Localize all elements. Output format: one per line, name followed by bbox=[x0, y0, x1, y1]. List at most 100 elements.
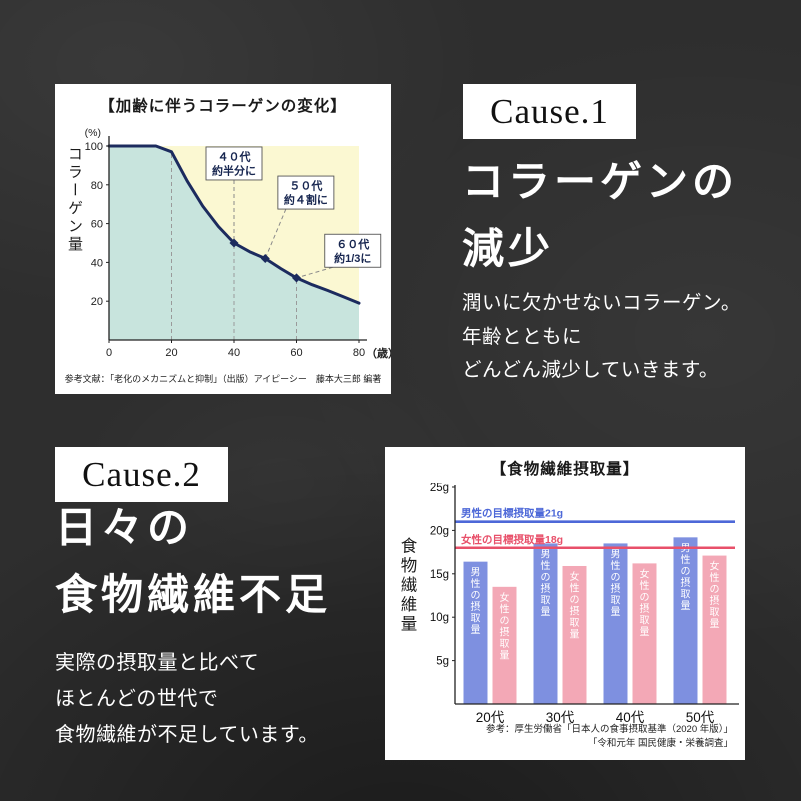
svg-text:性: 性 bbox=[541, 559, 551, 572]
svg-text:40: 40 bbox=[91, 257, 103, 269]
svg-text:取: 取 bbox=[681, 588, 691, 600]
fiber-bar-chart: 男性の摂取量女性の摂取量20代男性の摂取量女性の摂取量30代男性の摂取量女性の摂… bbox=[430, 483, 739, 725]
svg-text:の: の bbox=[611, 572, 621, 583]
svg-text:40代: 40代 bbox=[616, 710, 645, 725]
svg-text:約半分に: 約半分に bbox=[212, 163, 256, 177]
svg-text:20g: 20g bbox=[430, 525, 449, 537]
svg-text:性: 性 bbox=[640, 579, 650, 592]
svg-text:取: 取 bbox=[500, 638, 510, 650]
svg-text:取: 取 bbox=[640, 614, 650, 626]
fiber-chart-panel: 【食物繊維摂取量】 食物繊維量 男性の摂取量女性の摂取量 20代男性の摂取量女性の… bbox=[385, 447, 745, 760]
svg-text:60: 60 bbox=[290, 347, 302, 359]
svg-text:摂: 摂 bbox=[570, 604, 580, 617]
svg-text:量: 量 bbox=[640, 626, 650, 638]
svg-text:男: 男 bbox=[471, 567, 481, 579]
svg-text:80: 80 bbox=[353, 347, 365, 359]
svg-text:50代: 50代 bbox=[686, 710, 715, 725]
cause2-body-line3: 食物繊維が不足しています。 bbox=[55, 724, 319, 746]
svg-text:の: の bbox=[471, 591, 481, 602]
svg-text:取: 取 bbox=[541, 594, 551, 606]
cause1-body-line3: どんどん減少していきます。 bbox=[462, 360, 719, 382]
svg-text:６０代: ６０代 bbox=[336, 237, 369, 251]
svg-text:５０代: ５０代 bbox=[289, 179, 322, 193]
svg-text:25g: 25g bbox=[430, 483, 449, 494]
svg-text:男性の目標摂取量21g: 男性の目標摂取量21g bbox=[461, 507, 563, 520]
svg-text:性: 性 bbox=[570, 581, 580, 594]
svg-text:量: 量 bbox=[471, 624, 481, 636]
svg-text:約1/3に: 約1/3に bbox=[334, 251, 371, 265]
svg-text:量: 量 bbox=[541, 606, 551, 618]
cause2-badge: Cause.2 bbox=[55, 447, 228, 502]
cause2-heading-line1: 日々の bbox=[55, 506, 194, 552]
svg-text:10g: 10g bbox=[430, 612, 449, 624]
svg-text:取: 取 bbox=[570, 617, 580, 629]
svg-text:女: 女 bbox=[500, 591, 510, 604]
svg-text:の: の bbox=[710, 585, 720, 596]
svg-text:取: 取 bbox=[710, 607, 720, 619]
svg-text:(%): (%) bbox=[85, 127, 101, 139]
cause1-heading-line2: 減少 bbox=[462, 227, 555, 274]
svg-text:摂: 摂 bbox=[640, 602, 650, 615]
svg-text:量: 量 bbox=[710, 618, 720, 630]
svg-text:摂: 摂 bbox=[541, 582, 551, 595]
svg-text:60: 60 bbox=[91, 219, 103, 231]
svg-text:0: 0 bbox=[106, 347, 112, 359]
svg-text:の: の bbox=[640, 592, 650, 603]
svg-text:80: 80 bbox=[91, 180, 103, 192]
svg-text:性: 性 bbox=[681, 553, 691, 566]
svg-text:性: 性 bbox=[471, 577, 481, 590]
svg-text:摂: 摂 bbox=[681, 576, 691, 589]
svg-text:４０代: ４０代 bbox=[218, 149, 251, 163]
svg-text:5g: 5g bbox=[436, 656, 449, 668]
svg-text:100: 100 bbox=[85, 141, 103, 153]
svg-text:30代: 30代 bbox=[546, 710, 575, 725]
svg-text:量: 量 bbox=[570, 628, 580, 640]
svg-text:15g: 15g bbox=[430, 569, 449, 581]
cause1-description: 潤いに欠かせないコラーゲン。 年齢とともに どんどん減少していきます。 bbox=[462, 287, 741, 388]
fiber-footnote-line2: 「令和元年 国民健康・栄養調査」 bbox=[587, 738, 733, 750]
fiber-chart-title: 【食物繊維摂取量】 bbox=[490, 461, 640, 478]
cause1-body-line1: 潤いに欠かせないコラーゲン。 bbox=[462, 293, 741, 314]
fiber-y-axis-label: 食物繊維量 bbox=[398, 537, 416, 635]
collagen-chart-panel: 【加齢に伴うコラーゲンの変化】 コラーゲン量 20 40 60 80 100 0 20 40 6… bbox=[55, 84, 391, 394]
svg-text:摂: 摂 bbox=[500, 625, 510, 638]
svg-text:男: 男 bbox=[541, 548, 551, 560]
svg-text:の: の bbox=[541, 572, 551, 583]
cause1-heading: コラーゲンの 減少 bbox=[462, 150, 738, 284]
collagen-chart-title: 【加齢に伴うコラーゲンの変化】 bbox=[99, 98, 347, 115]
svg-text:20代: 20代 bbox=[476, 710, 505, 725]
cause2-badge-label: Cause.2 bbox=[82, 454, 201, 494]
svg-text:40: 40 bbox=[228, 347, 240, 359]
cause1-heading-line1: コラーゲンの bbox=[462, 160, 739, 206]
svg-text:女: 女 bbox=[640, 567, 650, 580]
svg-text:の: の bbox=[681, 566, 691, 577]
svg-text:約４割に: 約４割に bbox=[284, 193, 328, 207]
fiber-footnote: 参考：厚生労働省「日本人の食事摂取基準（2020 年版）」 「令和元年 国民健康… bbox=[486, 723, 733, 752]
cause1-badge-label: Cause.1 bbox=[490, 91, 609, 131]
cause2-heading-line2: 食物繊維不足 bbox=[55, 573, 332, 620]
svg-text:20: 20 bbox=[91, 296, 103, 308]
svg-text:（歳）: （歳） bbox=[366, 346, 391, 360]
fiber-footnote-line1: 参考：厚生労働省「日本人の食事摂取基準（2020 年版）」 bbox=[485, 723, 733, 735]
svg-text:摂: 摂 bbox=[471, 600, 481, 613]
svg-text:性: 性 bbox=[500, 602, 510, 615]
svg-text:取: 取 bbox=[471, 613, 481, 625]
svg-text:20: 20 bbox=[165, 347, 177, 359]
svg-text:摂: 摂 bbox=[611, 582, 621, 595]
svg-text:取: 取 bbox=[611, 594, 621, 606]
collagen-y-axis-label: コラーゲン量 bbox=[66, 146, 83, 254]
cause2-body-line1: 実際の摂取量と比べて bbox=[55, 652, 260, 674]
svg-text:女: 女 bbox=[710, 560, 720, 573]
svg-text:男: 男 bbox=[611, 548, 621, 560]
svg-text:量: 量 bbox=[500, 649, 510, 661]
svg-text:の: の bbox=[570, 595, 580, 606]
svg-text:量: 量 bbox=[611, 606, 621, 618]
svg-text:女性の目標摂取量18g: 女性の目標摂取量18g bbox=[461, 533, 563, 546]
cause2-heading: 日々の 食物繊維不足 bbox=[55, 496, 331, 630]
svg-text:女: 女 bbox=[570, 570, 580, 583]
collagen-footnote: 参考文献：「老化のメカニズムと抑制」（出版）アイピーシー 藤本大三郎 編著 bbox=[64, 374, 382, 384]
cause2-description: 実際の摂取量と比べて ほとんどの世代で 食物繊維が不足しています。 bbox=[55, 645, 319, 753]
svg-text:性: 性 bbox=[710, 571, 720, 584]
